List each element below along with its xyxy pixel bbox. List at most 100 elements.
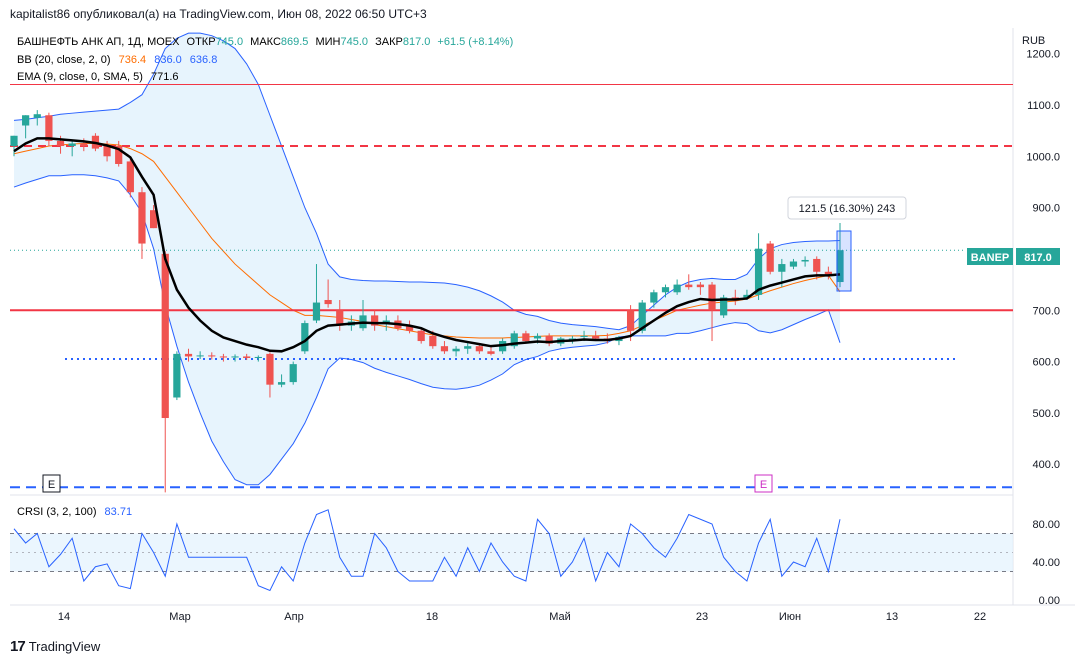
price-pane[interactable] xyxy=(10,32,1013,493)
candle-body xyxy=(243,356,251,358)
price-tick: 1100.0 xyxy=(1027,100,1060,112)
candle-body xyxy=(324,299,332,305)
price-tick: 500.0 xyxy=(1032,408,1060,420)
candle-body xyxy=(708,284,716,311)
time-tick: Мар xyxy=(169,611,191,623)
crsi-line xyxy=(13,509,841,592)
price-axis[interactable]: 1200.01100.01000.0900.0800.0700.0600.050… xyxy=(1026,49,1060,472)
candle-body xyxy=(510,333,518,347)
publisher-text: kapitalist86 опубликовал(а) на TradingVi… xyxy=(10,7,427,21)
candle-body xyxy=(80,143,88,147)
price-tick: 1000.0 xyxy=(1026,151,1060,163)
candle xyxy=(138,187,146,259)
ticker-badge: BANEP 817.0 xyxy=(967,248,1060,265)
candle xyxy=(126,156,134,198)
candle-body xyxy=(452,348,460,352)
candle-body xyxy=(254,356,262,358)
candle-body xyxy=(475,346,483,352)
candle xyxy=(173,351,181,401)
time-tick: 13 xyxy=(886,611,898,623)
candle-body xyxy=(638,302,646,331)
candle xyxy=(766,240,774,275)
last-price-label: 817.0 xyxy=(1024,252,1052,264)
candle-body xyxy=(115,146,123,164)
legend-crsi: CRSI (3, 2, 100) 83.71 xyxy=(17,506,132,518)
candle-body xyxy=(545,335,553,344)
candle xyxy=(650,289,658,308)
candle xyxy=(836,223,844,288)
time-axis[interactable]: 14 Мар Апр 18 Май 23 Июн 13 22 xyxy=(58,611,986,623)
candle xyxy=(149,205,158,229)
candle xyxy=(371,310,379,331)
candle-body xyxy=(126,161,134,193)
candle-body xyxy=(650,292,658,303)
candle-body xyxy=(720,297,728,316)
candle xyxy=(510,330,518,349)
candle xyxy=(231,354,239,362)
candle-body xyxy=(22,115,30,126)
candle-body xyxy=(696,284,705,288)
time-tick: 22 xyxy=(974,611,986,623)
candle-body xyxy=(592,335,600,339)
bb-upper-line xyxy=(13,32,841,331)
price-tick: 700.0 xyxy=(1032,305,1060,317)
candle-body xyxy=(487,351,495,354)
candle xyxy=(219,353,228,362)
crsi-tick: 80.00 xyxy=(1032,519,1060,531)
candle-body xyxy=(836,250,844,283)
candle xyxy=(266,352,274,398)
crsi-axis[interactable]: 80.00 40.00 0.00 xyxy=(1032,519,1060,607)
candle-body xyxy=(673,284,681,293)
candle xyxy=(487,346,495,356)
measure-label: 121.5 (16.30%) 243 xyxy=(799,203,896,215)
candle xyxy=(405,320,414,334)
candle-body xyxy=(219,356,228,358)
earnings-marker-2[interactable]: E xyxy=(754,474,773,493)
candle-body xyxy=(371,315,379,326)
legend-bb: BB (20, close, 2, 0) 736.4 836.0 636.8 xyxy=(17,54,217,66)
candle-body xyxy=(824,271,832,275)
candle-body xyxy=(161,253,169,419)
candle-body xyxy=(149,210,158,229)
candle xyxy=(184,348,193,362)
candle xyxy=(673,279,681,295)
candle-body xyxy=(45,115,53,141)
candle-body xyxy=(103,146,111,157)
candle-body xyxy=(33,114,41,118)
candle-body xyxy=(231,356,239,358)
bb-cloud xyxy=(14,33,840,485)
candle xyxy=(708,282,716,342)
candle xyxy=(824,266,832,280)
candle-body xyxy=(138,192,146,244)
candle xyxy=(801,256,809,267)
candle-body xyxy=(196,355,204,357)
candle-body xyxy=(626,310,635,331)
candle-body xyxy=(208,355,216,357)
candle xyxy=(789,258,798,270)
candle xyxy=(289,361,297,385)
time-tick: 18 xyxy=(426,611,438,623)
candle-body xyxy=(405,325,414,331)
candle xyxy=(312,264,321,324)
price-tick: 1200.0 xyxy=(1026,49,1060,61)
candle xyxy=(254,355,262,362)
candle-body xyxy=(661,287,670,293)
candle-body xyxy=(778,264,786,272)
crsi-pane[interactable] xyxy=(10,509,1013,592)
footer-brand: 17 TradingView xyxy=(10,638,100,655)
candle-body xyxy=(336,310,344,326)
candle xyxy=(661,284,670,298)
time-tick: 23 xyxy=(696,611,708,623)
time-tick: 14 xyxy=(58,611,70,623)
candle-body xyxy=(68,143,76,147)
earnings-marker-1[interactable]: E xyxy=(42,474,61,493)
ema-line xyxy=(13,137,841,353)
candle xyxy=(301,320,309,354)
candle-body xyxy=(440,346,449,352)
measure-tool[interactable]: 121.5 (16.30%) 243 xyxy=(787,196,907,292)
candle-body xyxy=(754,248,763,295)
candle xyxy=(10,135,18,157)
candle-body xyxy=(743,294,751,298)
candle xyxy=(196,351,204,360)
